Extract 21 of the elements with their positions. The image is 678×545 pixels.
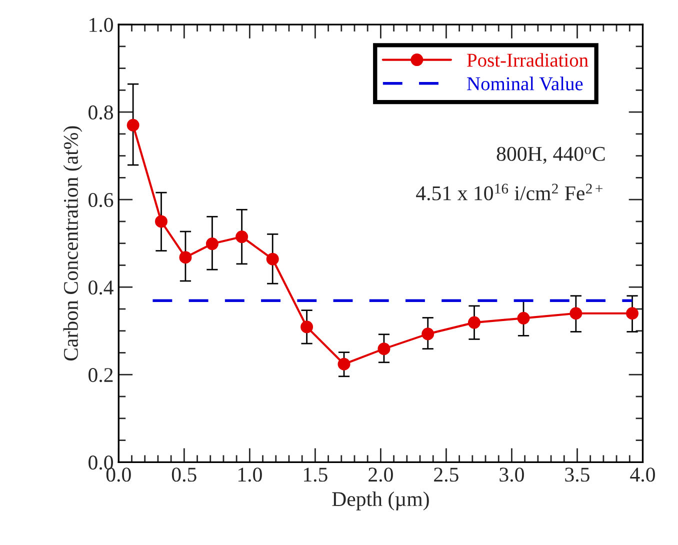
annotation: 4.51 x 10$^{16}$ i/cm$^{2}$ Fe$^{2+}$ [416, 184, 602, 200]
legend-label: Nominal Value [467, 76, 583, 90]
y-tick-label: 0.4 [88, 280, 114, 295]
x-tick-label: 0.0 [106, 468, 131, 482]
x-axis-title: Depth (µm) [332, 491, 429, 510]
y-tick-label: 1.0 [90, 18, 113, 32]
legend-label: Post-Irradiation [467, 53, 588, 67]
x-tick-label: 3.0 [500, 468, 524, 482]
x-tick-label: 0.5 [172, 468, 196, 482]
y-axis-title: Carbon Concentration (at%) [63, 126, 82, 361]
x-tick-label: 3.5 [565, 468, 590, 482]
x-tick-label: 1.0 [238, 468, 262, 482]
x-tick-label: 4.0 [630, 468, 655, 482]
x-tick-label: 2.5 [434, 468, 458, 482]
y-tick-label: 0.6 [88, 192, 114, 208]
x-tick-label: 2.0 [368, 468, 393, 482]
y-tick-label: 0.2 [88, 368, 113, 382]
y-tick-label: 0.0 [88, 456, 113, 470]
annotation: 800H, 440$^{o}$C [496, 146, 605, 164]
x-tick-label: 1.5 [304, 468, 328, 482]
y-tick-label: 0.8 [88, 105, 113, 120]
